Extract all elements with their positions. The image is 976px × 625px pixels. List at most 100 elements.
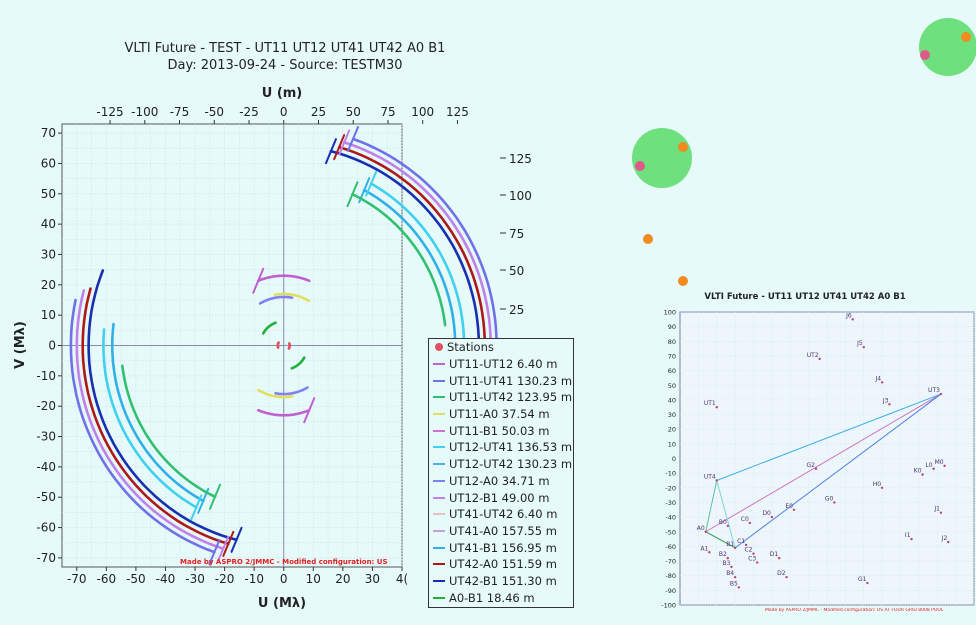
inset-y-tick-label: -30 (665, 499, 676, 507)
track-tick (209, 483, 222, 510)
x2-axis-title: U (m) (262, 86, 303, 101)
y-tick-label: 20 (41, 278, 56, 292)
baseline-line (705, 393, 942, 533)
station-label: D1 (770, 551, 779, 558)
uv-track-mirror (257, 388, 294, 399)
orange-dot-marker (961, 32, 971, 42)
legend-item: UT11-A0 37.54 m (429, 406, 573, 423)
x2-tick-label: 25 (311, 105, 326, 119)
y2-tick-label: 25 (509, 303, 524, 317)
uv-track-mirror (290, 356, 306, 370)
station-label: M0 (935, 459, 944, 466)
uv-track (276, 341, 280, 349)
station-marker (792, 508, 796, 511)
legend-swatch (433, 463, 445, 466)
chart-legend: Stations UT11-UT12 6.40 m UT11-UT41 130.23… (428, 338, 574, 608)
legend-label: UT11-UT12 6.40 m (449, 357, 558, 372)
inset-y-tick-label: 60 (668, 367, 676, 375)
station-label: J6 (845, 312, 852, 319)
x2-tick-label: 100 (411, 105, 434, 119)
station-marker (943, 464, 946, 468)
station-marker (814, 467, 818, 470)
x2-tick-label: -75 (170, 105, 190, 119)
station-marker (744, 543, 748, 547)
x2-tick-label: -100 (131, 105, 158, 119)
x-axis-title: U (Mλ) (258, 596, 306, 611)
orange-dot-marker (643, 234, 653, 244)
inset-y-tick-label: -100 (661, 602, 676, 610)
y-tick-label: -20 (36, 399, 56, 413)
legend-item: UT41-UT42 6.40 m (429, 506, 573, 523)
station-marker (730, 565, 733, 569)
legend-label: UT42-B1 151.30 m (449, 573, 557, 588)
legend-swatch (433, 396, 445, 399)
legend-swatch (433, 513, 445, 516)
track-tick (222, 530, 235, 557)
x-tick-label: -60 (97, 572, 117, 586)
uv-track (273, 292, 311, 303)
station-marker (737, 586, 740, 589)
legend-swatch (433, 479, 445, 482)
uv-track (257, 274, 311, 283)
station-marker (770, 515, 774, 519)
baseline-line (716, 393, 942, 481)
uv-track-mirror (274, 386, 309, 396)
y-tick-label: -30 (36, 430, 56, 444)
track-tick (208, 539, 221, 566)
track-tick (252, 267, 265, 294)
x-tick-label: -40 (156, 572, 176, 586)
track-tick (338, 129, 351, 156)
pink-dot-marker (635, 161, 645, 171)
legend-swatch (433, 579, 445, 582)
station-marker (785, 575, 788, 579)
station-label: UT3 (928, 387, 940, 394)
station-marker (704, 530, 707, 533)
station-label: K0 (914, 468, 922, 475)
legend-swatch (433, 596, 445, 599)
station-marker (818, 357, 821, 361)
x2-tick-label: -50 (204, 105, 224, 119)
station-label: B5 (730, 580, 738, 587)
legend-swatch (433, 546, 445, 549)
track-tick (303, 397, 316, 424)
station-marker (726, 556, 729, 560)
station-label: C0 (741, 516, 749, 523)
station-label: D2 (777, 570, 786, 577)
x-tick-label: -70 (67, 572, 87, 586)
orange-dot-marker (678, 142, 688, 152)
station-marker (833, 501, 836, 504)
station-label: G0 (825, 495, 834, 502)
station-marker (778, 556, 781, 560)
station-label: UT2 (807, 352, 819, 359)
inset-title: VLTI Future - UT11 UT12 UT41 UT42 A0 B1 (704, 292, 906, 302)
baseline-line (705, 531, 736, 549)
station-marker (862, 345, 865, 349)
legend-swatch (433, 563, 445, 566)
legend-label: UT41-B1 156.95 m (449, 540, 557, 555)
legend-item: UT11-UT12 6.40 m (429, 356, 573, 373)
inset-y-tick-label: -40 (665, 514, 676, 522)
station-marker (708, 551, 711, 554)
y-axis-title: V (Mλ) (13, 321, 28, 369)
station-label: B2 (719, 551, 727, 558)
uv-track-mirror (111, 322, 205, 503)
x2-tick-label: 125 (446, 105, 469, 119)
legend-item: UT42-A0 151.59 m (429, 556, 573, 573)
uv-track-mirror (81, 287, 230, 546)
station-label: C2 (744, 547, 752, 554)
y2-tick-label: 75 (509, 227, 524, 241)
x2-tick-label: 50 (346, 105, 361, 119)
inset-y-tick-label: 80 (668, 338, 676, 346)
legend-swatch (435, 343, 443, 352)
chart-subtitle: Day: 2013-09-24 - Source: TESTM30 (167, 58, 402, 73)
track-tick (324, 138, 337, 165)
station-marker (910, 537, 913, 541)
legend-swatch (433, 363, 445, 366)
track-tick (365, 170, 378, 197)
station-label: J5 (856, 340, 863, 347)
inset-y-tick-label: 40 (668, 396, 676, 404)
station-label: E0 (785, 503, 793, 510)
y-tick-label: 0 (48, 339, 56, 353)
